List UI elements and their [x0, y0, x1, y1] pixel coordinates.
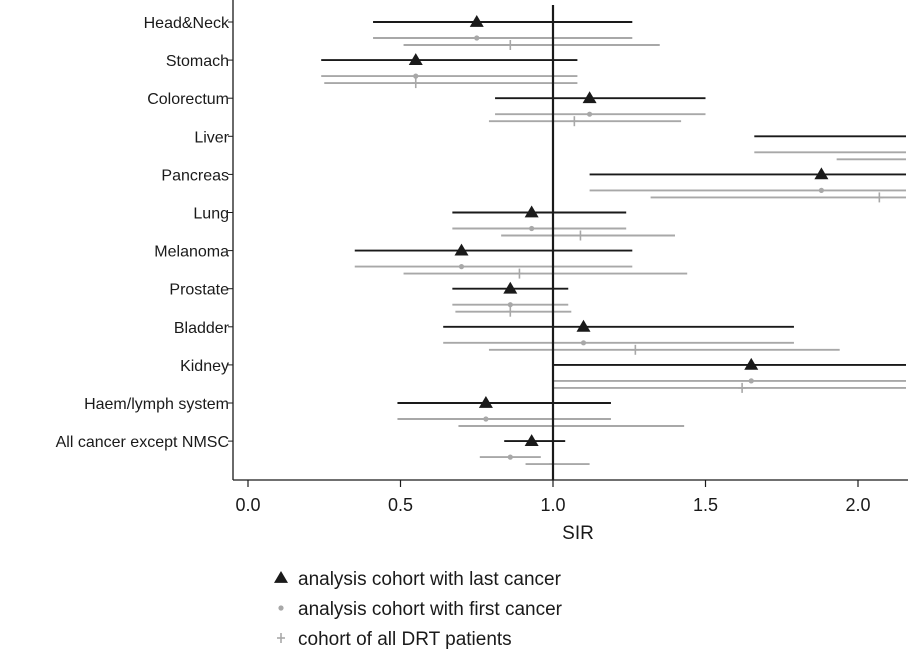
category-label: Liver	[194, 129, 229, 146]
legend-label: cohort of all DRT patients	[298, 629, 512, 650]
x-axis-title: SIR	[562, 523, 594, 544]
category-label: Lung	[193, 206, 229, 223]
plus-point	[576, 230, 585, 241]
legend-label: analysis cohort with first cancer	[298, 599, 563, 620]
plus-point	[506, 40, 515, 50]
plus-point	[515, 268, 524, 279]
plus-point	[875, 192, 884, 203]
dot-point	[458, 264, 465, 270]
dot-point	[580, 340, 587, 346]
category-label: Pancreas	[161, 167, 229, 184]
category-label: All cancer except NMSC	[56, 434, 229, 451]
dot-point	[507, 454, 513, 460]
triangle-point	[408, 53, 423, 65]
triangle-point	[744, 357, 759, 370]
x-tick-label: 0.5	[388, 495, 413, 515]
legend: analysis cohort with last cancer analysis…	[274, 569, 563, 650]
x-tick-label: 0.0	[235, 495, 260, 515]
category-label: Head&Neck	[144, 15, 230, 32]
triangle-point	[503, 281, 518, 294]
triangle-point	[576, 319, 591, 332]
plus-point	[506, 306, 515, 317]
plus-point	[738, 382, 747, 393]
category-label: Melanoma	[154, 244, 229, 261]
category-label: Haem/lymph system	[84, 396, 229, 413]
triangle-point	[814, 167, 829, 180]
dot-point	[507, 302, 513, 308]
legend-label: analysis cohort with last cancer	[298, 569, 562, 590]
x-tick-label: 2.0	[845, 495, 870, 515]
category-label: Stomach	[166, 53, 229, 70]
triangle-point	[524, 205, 539, 218]
category-label: Colorectum	[147, 91, 229, 108]
legend-item: analysis cohort with last cancer	[274, 569, 562, 590]
plus-point	[570, 116, 579, 127]
triangle-point	[454, 243, 469, 256]
legend-dot-marker	[278, 605, 284, 611]
plus-point	[411, 78, 420, 89]
dot-point	[748, 378, 754, 384]
category-label: Kidney	[180, 358, 229, 375]
dot-point	[587, 111, 593, 117]
dot-point	[483, 416, 489, 422]
legend-plus-marker	[277, 633, 285, 643]
category-label: Bladder	[174, 320, 230, 337]
triangle-point	[524, 434, 539, 446]
legend-item: analysis cohort with first cancer	[278, 599, 563, 620]
dot-point	[413, 73, 419, 79]
plot-area: 0.00.51.01.52.02.53.03.5Head&NeckStomach…	[56, 0, 908, 515]
series-dot	[321, 35, 906, 460]
series-triangle	[321, 15, 906, 446]
triangle-point	[469, 15, 484, 27]
category-label: Prostate	[169, 282, 229, 299]
dot-point	[529, 225, 535, 232]
x-tick-label: 1.5	[693, 495, 718, 515]
triangle-point	[478, 396, 493, 408]
legend-triangle-marker	[274, 571, 288, 583]
legend-item: cohort of all DRT patients	[277, 629, 512, 650]
plus-point	[631, 344, 640, 355]
dot-point	[474, 35, 480, 41]
series-plus	[324, 40, 906, 470]
triangle-point	[582, 91, 597, 104]
dot-point	[818, 187, 825, 193]
x-tick-label: 1.0	[540, 495, 565, 515]
